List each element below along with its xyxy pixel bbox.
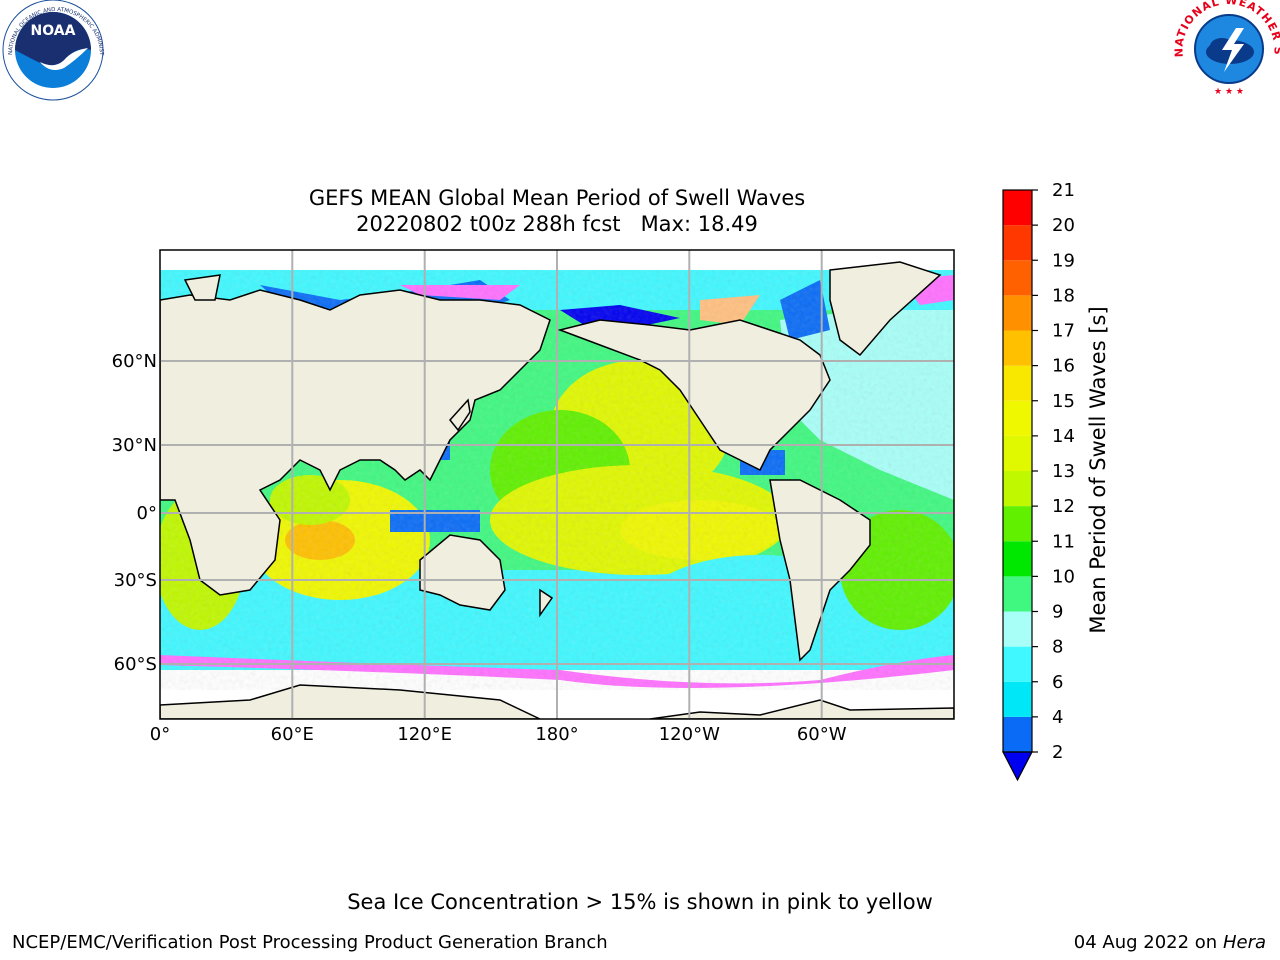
map-frame — [159, 249, 955, 720]
colorbar-swatch — [1003, 330, 1032, 366]
colorbar-tick-label: 15 — [1052, 391, 1075, 412]
colorbar-swatch — [1003, 506, 1032, 542]
land-australia — [419, 534, 506, 611]
colorbar-tick-label: 11 — [1052, 531, 1075, 552]
colorbar-tick-label: 4 — [1052, 707, 1063, 728]
nws-logo: NATIONAL WEATHER SERVICE ★ ★ ★ — [0, 0, 1280, 98]
sea-ice-note: Sea Ice Concentration > 15% is shown in … — [347, 890, 933, 914]
noaa-logo-text: NOAA — [31, 23, 76, 39]
machine-name: Hera — [1222, 932, 1266, 953]
colorbar-label: Mean Period of Swell Waves [s] — [1086, 306, 1110, 634]
lat-tick-label: 0° — [137, 503, 157, 524]
lat-tick-label: 30°N — [112, 435, 157, 456]
plot-title-line1: GEFS MEAN Global Mean Period of Swell Wa… — [308, 186, 806, 210]
colorbar-swatch — [1003, 365, 1032, 401]
land-antarctica — [160, 684, 541, 719]
lat-tick-label: 60°N — [112, 351, 157, 372]
lon-tick-label: 60°W — [797, 724, 847, 745]
colorbar-tick-label: 14 — [1052, 426, 1075, 447]
colorbar-tick-label: 10 — [1052, 566, 1075, 587]
colorbar-swatch — [1003, 611, 1032, 647]
lat-tick-label: 30°S — [114, 570, 157, 591]
lat-tick-labels: 60°N 30°N 0° 30°S 60°S — [112, 351, 157, 675]
svg-text:NATIONAL WEATHER SERVICE: NATIONAL WEATHER SERVICE — [0, 0, 1280, 57]
colorbar-tick-label: 19 — [1052, 250, 1075, 271]
colorbar-tick-label: 21 — [1052, 180, 1075, 201]
noaa-logo: NOAA NATIONAL OCEANIC AND ATMOSPHERIC AD… — [0, 0, 104, 101]
colorbar: 2 4 6 8 9 10 11 12 13 14 15 16 17 18 19 20 21 — [1002, 180, 1075, 782]
date-text: 04 Aug 2022 on — [1073, 932, 1218, 953]
generation-date: 04 Aug 2022 on Hera — [1074, 932, 1266, 953]
graticule — [160, 250, 954, 719]
colorbar-swatch — [1003, 716, 1032, 752]
land-greenland — [829, 261, 942, 357]
land-north-america — [557, 319, 831, 472]
colorbar-tick-label: 16 — [1052, 356, 1075, 377]
colorbar-swatch — [1003, 295, 1032, 331]
colorbar-swatch — [1003, 646, 1032, 682]
lon-tick-label: 120°E — [397, 724, 452, 745]
colorbar-tick-label: 20 — [1052, 215, 1075, 236]
lon-tick-label: 180° — [535, 724, 578, 745]
map-plot-area — [160, 250, 954, 719]
colorbar-swatch — [1003, 541, 1032, 577]
land-south-america — [769, 479, 871, 662]
colorbar-tick-label: 2 — [1052, 742, 1063, 763]
colorbar-swatch — [1003, 225, 1032, 261]
colorbar-swatch — [1003, 260, 1032, 296]
colorbar-swatch — [1003, 190, 1032, 226]
lon-tick-label: 120°W — [659, 724, 720, 745]
colorbar-tick-label: 8 — [1052, 637, 1063, 658]
colorbar-swatch — [1003, 681, 1032, 717]
colorbar-tick-label: 17 — [1052, 321, 1075, 342]
colorbar-tick-label: 9 — [1052, 602, 1063, 623]
lat-tick-label: 60°S — [114, 654, 157, 675]
land-masses — [160, 261, 954, 719]
lon-tick-labels: 0° 60°E 120°E 180° 120°W 60°W — [150, 724, 847, 745]
lon-tick-label: 0° — [150, 724, 170, 745]
colorbar-swatch — [1003, 400, 1032, 436]
colorbar-swatch — [1003, 576, 1032, 612]
colorbar-tick-label: 13 — [1052, 461, 1075, 482]
plot-title-line2: 20220802 t00z 288h fcst Max: 18.49 — [356, 212, 758, 236]
colorbar-tick-label: 18 — [1052, 285, 1075, 306]
colorbar-tick-label: 6 — [1052, 672, 1063, 693]
plot-title: GEFS MEAN Global Mean Period of Swell Wa… — [160, 185, 954, 237]
colorbar-swatch — [1003, 471, 1032, 507]
colorbar-tick-label: 12 — [1052, 496, 1075, 517]
svg-text:★ ★ ★: ★ ★ ★ — [1214, 87, 1244, 97]
credit-line: NCEP/EMC/Verification Post Processing Pr… — [12, 932, 608, 953]
colorbar-extend-arrow — [1002, 751, 1033, 782]
colorbar-swatch — [1003, 435, 1032, 471]
lon-tick-label: 60°E — [271, 724, 314, 745]
